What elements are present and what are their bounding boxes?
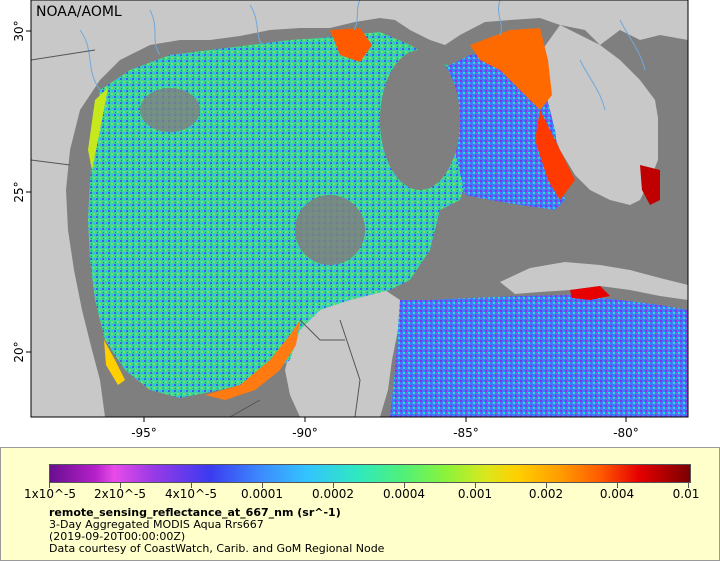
colorbar-label: 0.01: [672, 487, 700, 501]
colorbar: [49, 464, 691, 483]
lat-tick-label: 20°: [12, 341, 26, 362]
legend-panel: 1x10^-5 2x10^-5 4x10^-5 0.0001 0.0002 0.…: [0, 447, 720, 561]
lat-tick-label: 25°: [12, 181, 26, 202]
colorbar-label: 0.001: [457, 487, 493, 501]
coastal-band-mexico: [104, 340, 125, 385]
legend-subtitle: 3-Day Aggregated MODIS Aqua Rrs667: [49, 518, 264, 531]
land-cuba: [500, 262, 688, 300]
coastal-band-florida: [470, 28, 552, 110]
legend-date: (2019-09-20T00:00:00Z): [49, 530, 186, 543]
coastal-band-keys: [640, 165, 660, 205]
lat-axis: 30° 25° 20°: [12, 20, 31, 363]
coastal-band-florida-south: [535, 110, 575, 200]
colorbar-tick: [333, 483, 334, 488]
provider-label: NOAA/AOML: [36, 4, 122, 20]
colorbar-label: 0.002: [528, 487, 564, 501]
legend-title: remote_sensing_reflectance_at_667_nm (sr…: [49, 506, 341, 519]
colorbar-label: 0.0002: [312, 487, 354, 501]
coastal-band-yucatan: [205, 320, 300, 400]
colorbar-tick: [49, 483, 50, 488]
colorbar-tick: [617, 483, 618, 488]
coastal-band-texas: [88, 88, 108, 170]
map-graphic: 30° 25° 20° -95° -90° -85° -80°: [12, 0, 689, 440]
colorbar-label: 0.0004: [383, 487, 425, 501]
map-frame: 30° 25° 20° -95° -90° -85° -80° NOAA/AOM…: [12, 0, 689, 440]
lat-tick-label: 30°: [12, 20, 26, 41]
map-plot-border: [30, 0, 689, 418]
colorbar-label: 2x10^-5: [93, 487, 147, 501]
land-us-gulf-coast: [31, 0, 688, 417]
colorbar-tick: [120, 483, 121, 488]
colorbar-tick: [546, 483, 547, 488]
colorbar-tick: [688, 483, 689, 488]
colorbar-tick: [404, 483, 405, 488]
lon-tick-label: -95°: [131, 426, 157, 440]
lon-tick-label: -90°: [292, 426, 318, 440]
nodata-patch: [140, 88, 200, 132]
data-caribbean: [390, 295, 688, 417]
nodata-patch: [380, 50, 460, 190]
lon-tick-label: -85°: [453, 426, 479, 440]
lon-tick-label: -80°: [613, 426, 639, 440]
coastal-band-louisiana: [330, 28, 372, 62]
lon-axis: -95° -90° -85° -80°: [131, 417, 639, 440]
colorbar-tick: [475, 483, 476, 488]
colorbar-tick: [191, 483, 192, 488]
rivers: [79, 0, 646, 111]
coastal-band-cuba: [570, 286, 610, 300]
colorbar-label: 4x10^-5: [164, 487, 218, 501]
land-yucatan: [285, 290, 400, 417]
nodata-patch: [295, 195, 365, 265]
political-borders: [31, 49, 361, 417]
land-bahamas-edge: [658, 115, 688, 265]
legend-credit: Data courtesy of CoastWatch, Carib. and …: [49, 542, 385, 555]
colorbar-label: 0.0001: [241, 487, 283, 501]
colorbar-label: 1x10^-5: [23, 487, 77, 501]
colorbar-label: 0.004: [599, 487, 635, 501]
colorbar-tick: [262, 483, 263, 488]
land-florida: [535, 25, 660, 205]
